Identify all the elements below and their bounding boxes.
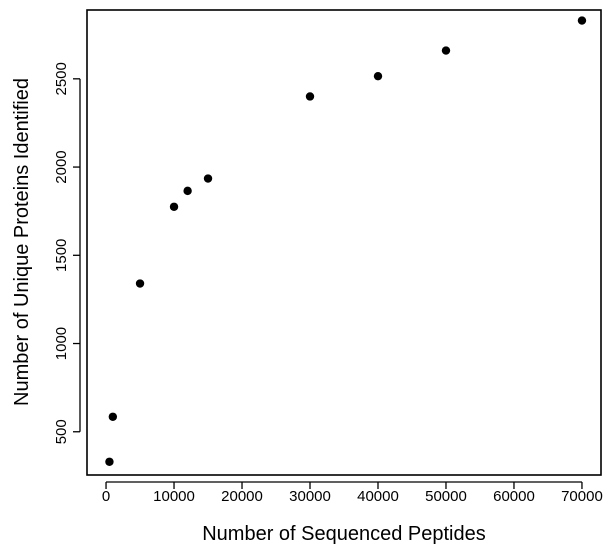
data-point [105, 457, 114, 466]
x-tick-label: 30000 [289, 488, 331, 505]
y-tick-label: 2500 [53, 62, 70, 95]
x-axis: 0 10000 20000 30000 40000 50000 60000 70000 [102, 481, 603, 505]
data-point [135, 279, 145, 288]
x-tick-label: 10000 [153, 488, 195, 505]
y-axis: 500 1000 1500 2000 2500 [53, 62, 81, 444]
data-point [305, 92, 315, 101]
data-points [105, 16, 587, 466]
data-point [108, 412, 118, 421]
y-tick-label: 500 [53, 419, 70, 444]
x-tick-label: 0 [102, 488, 110, 505]
plot-frame [86, 9, 602, 476]
x-tick-label: 40000 [357, 488, 399, 505]
data-point [373, 71, 383, 81]
y-tick-label: 1500 [53, 239, 70, 272]
x-axis-title: Number of Sequenced Peptides [202, 523, 486, 545]
data-point [577, 16, 587, 25]
data-point [183, 186, 192, 196]
y-tick-label: 2000 [53, 150, 70, 183]
x-tick-label: 70000 [561, 488, 603, 505]
x-tick-label: 20000 [221, 488, 263, 505]
data-point [441, 46, 451, 55]
data-point [169, 202, 179, 211]
data-point [203, 174, 213, 183]
x-tick-label: 50000 [425, 488, 467, 505]
y-axis-title: Number of Unique Proteins Identified [11, 78, 33, 406]
y-tick-label: 1000 [53, 327, 70, 360]
x-tick-label: 60000 [493, 488, 535, 505]
